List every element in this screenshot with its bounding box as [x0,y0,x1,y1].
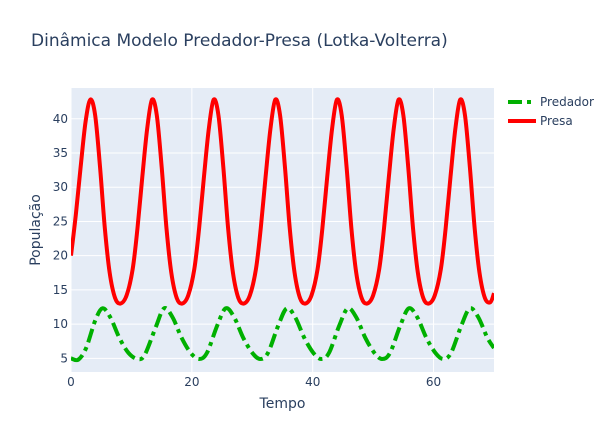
legend-item-presa[interactable]: Presa [508,114,573,128]
legend-item-predador[interactable]: Predador [508,95,594,109]
grid-lines [70,88,494,372]
x-tick-label: 20 [184,375,199,389]
series-line-predador [71,306,494,363]
chart-title: Dinâmica Modelo Predador-Presa (Lotka-Vo… [31,31,448,51]
y-tick-label: 15 [53,283,68,297]
y-tick-label: 5 [60,351,68,365]
x-tick-label: 40 [305,375,320,389]
y-tick-label: 35 [53,146,68,160]
y-tick-label: 10 [53,317,68,331]
x-tick-label: 0 [67,375,75,389]
y-tick-label: 40 [53,112,68,126]
x-tick-label: 60 [426,375,441,389]
legend-label: Predador [540,95,594,109]
y-axis-title: População [28,194,44,266]
x-axis-title: Tempo [259,396,306,412]
series-line-presa [71,97,494,306]
y-axis-ticks: 5 10 15 20 25 30 35 40 [53,112,68,366]
legend[interactable]: Predador Presa [508,95,594,128]
y-tick-label: 30 [53,180,68,194]
series-layer [71,97,494,363]
y-tick-label: 20 [53,249,68,263]
y-tick-label: 25 [53,214,68,228]
legend-label: Presa [540,114,573,128]
x-axis-ticks: 0 20 40 60 [67,375,441,389]
